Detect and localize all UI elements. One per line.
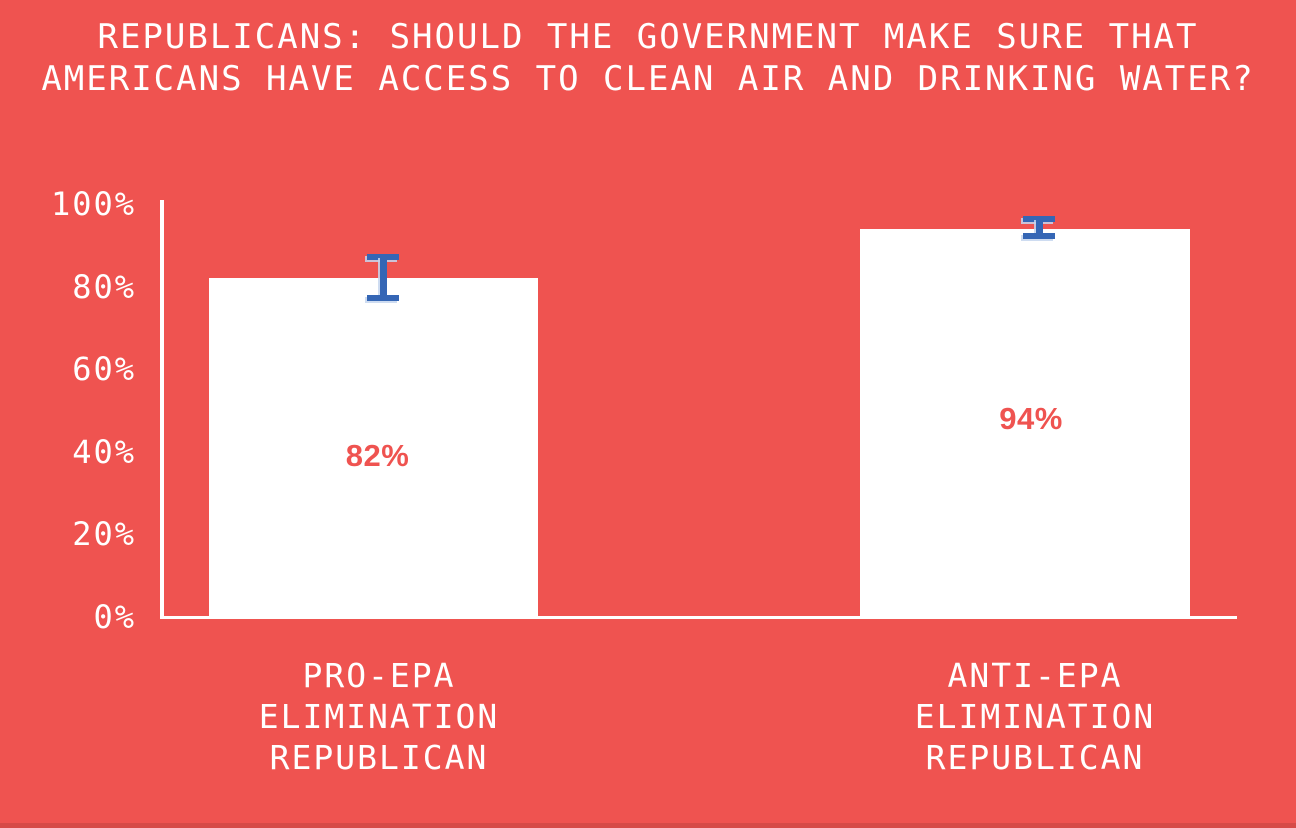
bar-value-label-anti-epa: 94% — [999, 401, 1063, 437]
error-bar-bottom-cap — [1023, 233, 1055, 240]
x-axis-label-anti-epa: ANTI-EPA ELIMINATION REPUBLICAN — [825, 655, 1245, 778]
chart-title-line2: AMERICANS HAVE ACCESS TO CLEAN AIR AND D… — [41, 59, 1255, 99]
bar-value-label-pro-epa: 82% — [345, 438, 410, 474]
error-bar-stem — [379, 255, 387, 300]
y-tick-0: 0% — [93, 598, 136, 636]
error-bar-pro-epa — [367, 253, 399, 302]
x-label-line: ELIMINATION — [258, 697, 500, 736]
error-bar-anti-epa — [1023, 216, 1055, 240]
chart-title-line1: REPUBLICANS: SHOULD THE GOVERNMENT MAKE … — [97, 17, 1199, 57]
bar-pro-epa-elimination: 82% — [209, 278, 538, 618]
error-bar-bottom-cap — [367, 295, 399, 302]
error-bar-stem — [1035, 218, 1043, 238]
y-tick-40: 40% — [72, 432, 136, 471]
bar-anti-epa-elimination: 94% — [860, 228, 1190, 618]
x-label-line: REPUBLICAN — [269, 738, 489, 777]
chart-title: REPUBLICANS: SHOULD THE GOVERNMENT MAKE … — [0, 16, 1296, 100]
y-tick-20: 20% — [72, 515, 136, 554]
x-axis-label-pro-epa: PRO-EPA ELIMINATION REPUBLICAN — [169, 655, 589, 778]
x-label-line: ANTI-EPA — [947, 656, 1123, 695]
y-tick-60: 60% — [72, 350, 136, 389]
y-tick-80: 80% — [72, 267, 136, 306]
bottom-shadow-edge — [0, 823, 1296, 828]
x-label-line: PRO-EPA — [302, 656, 456, 695]
x-axis-line — [160, 616, 1237, 619]
y-axis-line — [160, 200, 164, 619]
x-label-line: ELIMINATION — [914, 697, 1156, 736]
y-tick-100: 100% — [50, 185, 136, 223]
x-label-line: REPUBLICAN — [925, 738, 1145, 777]
